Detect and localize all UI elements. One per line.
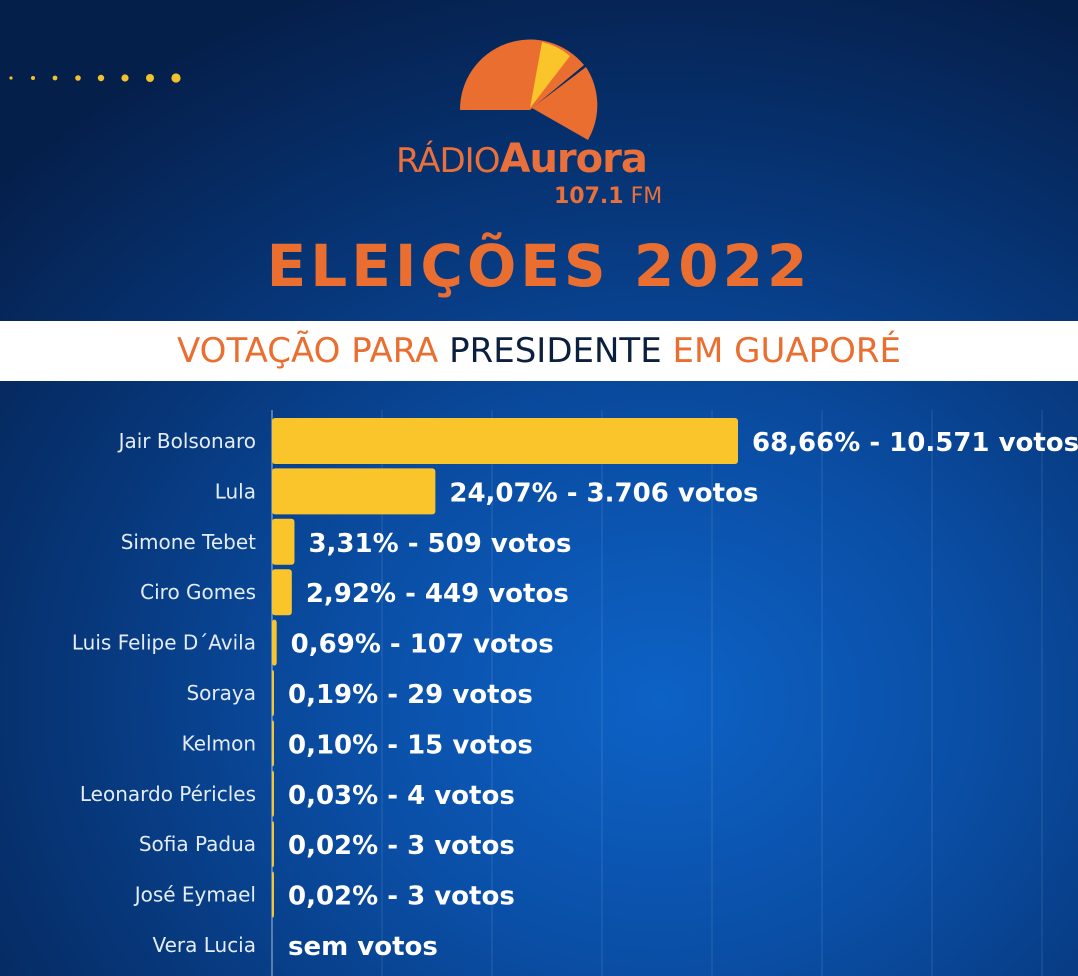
subtitle-part-3: EM GUAPORÉ [661,331,901,371]
bar [272,468,436,515]
data-label: 0,03% - 4 votos [288,781,515,811]
category-label: Lula [215,479,256,503]
logo-wordmark: RÁDIOAurora [396,136,648,182]
bar [272,770,274,817]
data-label: 24,07% - 3.706 votos [449,478,758,508]
bar [272,871,274,918]
bar [272,418,738,464]
category-label: Simone Tebet [121,530,256,554]
category-label: Leonardo Péricles [80,782,256,806]
dot-8 [171,73,181,83]
radio-aurora-logo: RÁDIOAurora 107.1 FM [380,30,700,220]
data-label: 68,66% - 10.571 votos [752,428,1078,458]
logo-radio-text: RÁDIO [396,141,500,181]
dot-5 [97,74,105,82]
vote-bar-chart: Jair Bolsonaro 68,66% - 10.571 votos Lula 2… [72,410,1078,976]
data-label: 0,69% - 107 votos [291,630,554,660]
bar [272,720,274,767]
bar [272,670,274,716]
logo-frequency-number: 107.1 [554,184,624,209]
category-label: Luis Felipe D´Avila [72,631,256,655]
data-label: 0,19% - 29 votos [288,680,533,710]
data-label: 0,02% - 3 votos [288,831,515,861]
sunrise-logo-icon [459,39,598,140]
data-label: 2,92% - 449 votos [306,579,569,609]
category-label: José Eymael [133,883,256,907]
dot-3 [52,75,58,81]
dot-2 [31,76,35,80]
subtitle-part-2: PRESIDENTE [449,331,662,371]
logo-frequency-band: FM [630,184,663,209]
decorative-dots [9,73,181,83]
bar [272,821,274,868]
category-label: Kelmon [182,731,256,755]
data-label: 0,10% - 15 votos [288,730,533,760]
logo-aurora-text: Aurora [499,136,647,182]
subtitle-band: VOTAÇÃO PARA PRESIDENTE EM GUAPORÉ [0,321,1078,381]
dot-1 [9,76,13,80]
data-label: sem votos [288,932,438,962]
page-title: ELEIÇÕES 2022 [266,232,812,300]
dot-6 [121,74,129,82]
data-label: 3,31% - 509 votos [308,529,571,559]
data-label: 0,02% - 3 votos [288,882,515,912]
bar [272,569,292,616]
category-label: Sofia Padua [139,832,256,856]
category-label: Ciro Gomes [140,580,256,604]
bar [272,518,295,565]
category-label: Jair Bolsonaro [117,429,256,453]
dot-4 [75,75,81,81]
bar [272,619,277,666]
subtitle-part-1: VOTAÇÃO PARA [177,331,450,371]
logo-frequency: 107.1 FM [554,184,662,209]
category-label: Vera Lucia [152,933,256,957]
dot-7 [146,74,154,82]
category-label: Soraya [186,681,256,705]
